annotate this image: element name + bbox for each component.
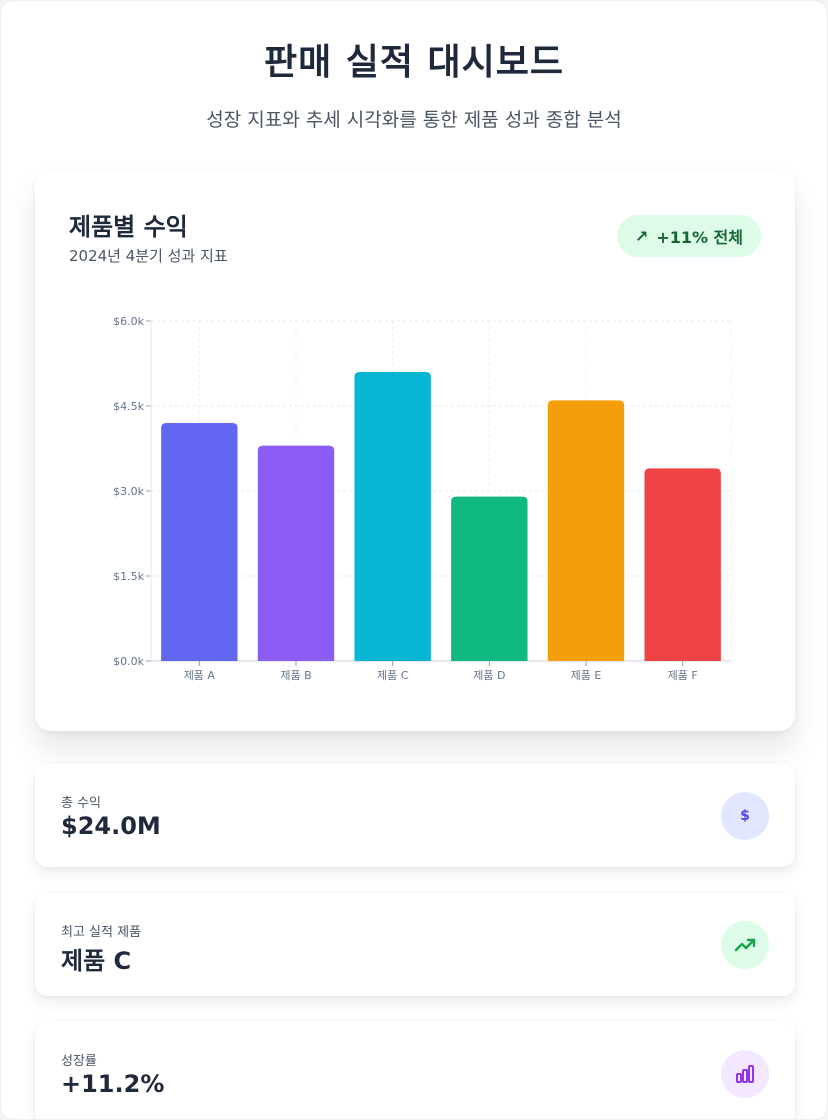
stat-value: 제품 C xyxy=(61,947,132,975)
y-tick-label: $1.5k xyxy=(113,570,144,583)
y-tick-label: $4.5k xyxy=(113,400,144,413)
growth-badge-text: +11% 전체 xyxy=(656,228,743,247)
bar xyxy=(547,400,625,661)
stat-card-total-revenue: 총 수익 $24.0M $ xyxy=(35,764,795,867)
y-tick-label: $3.0k xyxy=(113,485,144,498)
page-title: 판매 실적 대시보드 xyxy=(263,42,565,83)
chart-subtitle: 2024년 4분기 성과 지표 xyxy=(69,247,228,265)
stat-card-top-product: 최고 실적 제품 제품 C xyxy=(35,893,795,996)
dollar-icon: $ xyxy=(721,792,769,840)
stat-label: 최고 실적 제품 xyxy=(61,925,142,940)
x-tick-label: 제품 B xyxy=(280,669,311,682)
x-tick-label: 제품 C xyxy=(377,669,409,682)
bar xyxy=(451,496,528,661)
stat-value: +11.2% xyxy=(61,1070,165,1098)
x-tick-label: 제품 A xyxy=(184,669,216,682)
y-tick-label: $6.0k xyxy=(113,315,144,328)
trending-up-icon xyxy=(721,921,769,969)
dollar-glyph: $ xyxy=(740,808,750,824)
growth-badge: ↗ +11% 전체 xyxy=(616,215,761,257)
bar xyxy=(354,372,431,661)
chart-title: 제품별 수익 xyxy=(69,213,188,241)
bar xyxy=(257,445,335,661)
y-tick-label: $0.0k xyxy=(113,655,144,668)
stat-value: $24.0M xyxy=(61,812,161,840)
stat-card-growth-rate: 성장률 +11.2% xyxy=(35,1022,795,1119)
bar-chart-icon xyxy=(721,1050,769,1098)
x-tick-label: 제품 F xyxy=(668,669,698,682)
bar xyxy=(644,468,721,661)
stat-label: 총 수익 xyxy=(61,796,102,811)
trending-up-icon-svg xyxy=(734,938,756,952)
x-tick-label: 제품 E xyxy=(571,669,602,682)
bar-chart-icon-svg xyxy=(736,1065,754,1083)
x-tick-label: 제품 D xyxy=(473,669,505,682)
bar xyxy=(161,423,238,661)
stat-label: 성장률 xyxy=(61,1054,97,1069)
arrow-up-right-icon: ↗ xyxy=(634,226,649,246)
revenue-chart-card: 제품별 수익 2024년 4분기 성과 지표 ↗ +11% 전체 $0.0k $1… xyxy=(35,171,795,731)
page-subtitle: 성장 지표와 추세 시각화를 통한 제품 성과 종합 분석 xyxy=(206,109,622,131)
page-header: 판매 실적 대시보드 성장 지표와 추세 시각화를 통한 제품 성과 종합 분석 xyxy=(1,1,827,132)
revenue-bar-chart: $0.0k $1.5k $3.0k $4.5k $6.0k 제품 A 제품 B 제품 C 제품 … xyxy=(113,315,732,682)
